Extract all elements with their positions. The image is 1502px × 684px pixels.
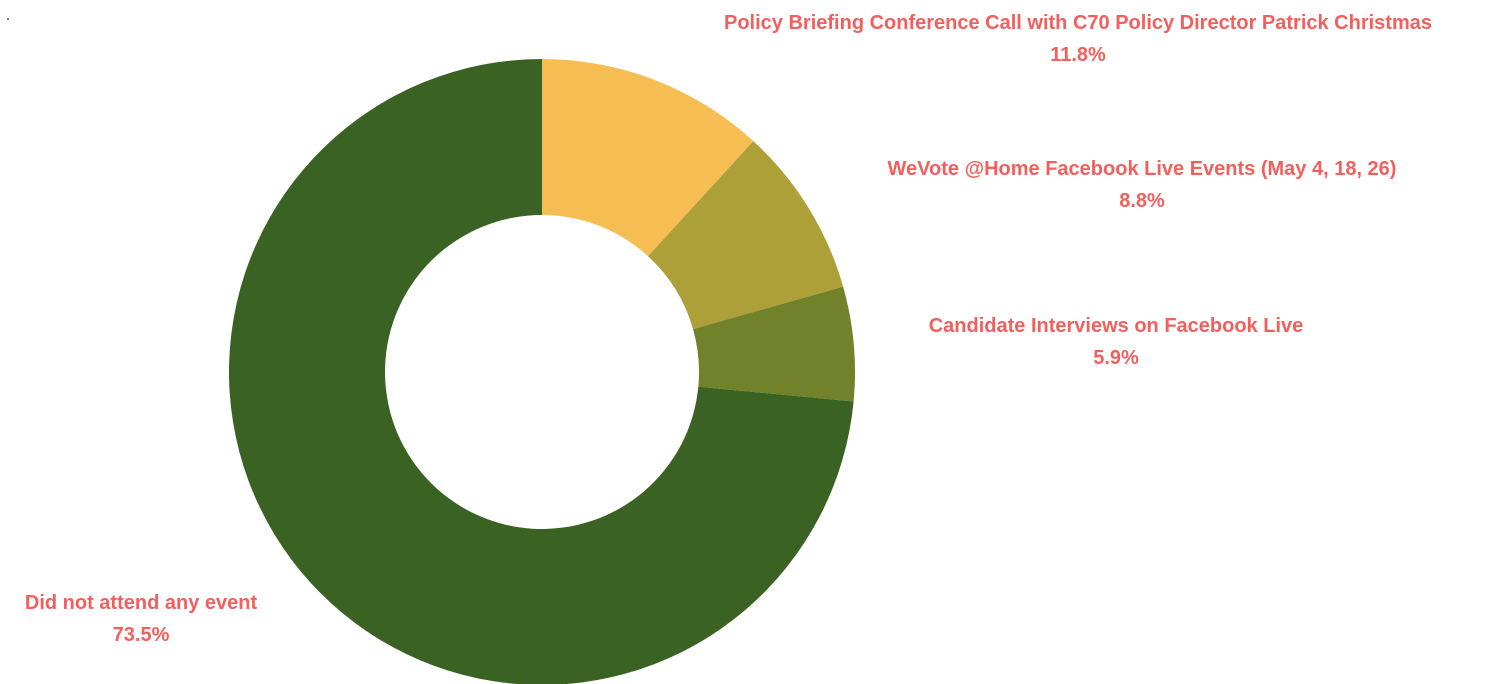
donut-slice-3: [693, 286, 855, 402]
donut-slice-4: [229, 59, 854, 684]
slice-percent-1: 11.8%: [1050, 44, 1106, 66]
slice-percent-4: 73.5%: [113, 624, 170, 646]
slice-label-4: Did not attend any event: [25, 592, 258, 614]
slice-percent-3: 5.9%: [1093, 347, 1139, 369]
corner-dot: [7, 18, 9, 20]
slice-label-1: Policy Briefing Conference Call with C70…: [724, 12, 1432, 34]
slice-label-3: Candidate Interviews on Facebook Live: [929, 315, 1304, 337]
slices-group: [229, 59, 855, 684]
labels-group: Policy Briefing Conference Call with C70…: [25, 12, 1432, 646]
slice-percent-2: 8.8%: [1119, 190, 1165, 212]
donut-slice-1: [542, 59, 754, 257]
donut-slice-2: [648, 141, 844, 330]
slice-label-2: WeVote @Home Facebook Live Events (May 4…: [888, 158, 1397, 180]
